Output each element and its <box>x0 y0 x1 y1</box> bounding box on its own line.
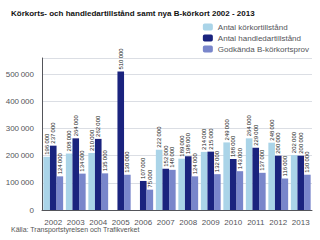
svg-text:100 000: 100 000 <box>6 178 35 187</box>
svg-text:124 000: 124 000 <box>57 152 63 174</box>
svg-text:2012: 2012 <box>269 218 287 227</box>
svg-text:200 000: 200 000 <box>6 151 35 160</box>
svg-text:Körkorts- och handledartillstå: Körkorts- och handledartillstånd samt ny… <box>11 9 255 18</box>
svg-text:Antal körkortillstånd: Antal körkortillstånd <box>218 23 288 32</box>
svg-text:262 000: 262 000 <box>95 115 101 137</box>
svg-text:152 000: 152 000 <box>163 145 169 167</box>
svg-text:134 000: 134 000 <box>79 150 85 172</box>
svg-text:500 000: 500 000 <box>6 70 35 79</box>
svg-text:Antal handledartillstånd: Antal handledartillstånd <box>218 34 301 43</box>
html-text:2002 2003: 2002 2003 <box>44 217 85 227</box>
svg-text:248 000: 248 000 <box>269 119 275 141</box>
svg-text:2007: 2007 <box>157 218 175 227</box>
svg-text:237 000: 237 000 <box>50 122 56 144</box>
html-text:2004 2005: 2004 2005 <box>89 217 130 227</box>
svg-text:124 000: 124 000 <box>192 152 198 174</box>
svg-text:137 000: 137 000 <box>259 149 265 171</box>
svg-text:135 000: 135 000 <box>102 149 108 171</box>
svg-text:215 000: 215 000 <box>208 128 214 150</box>
svg-text:130 000: 130 000 <box>124 151 130 173</box>
svg-text:116 000: 116 000 <box>282 155 288 176</box>
svg-text:200 000: 200 000 <box>275 132 281 154</box>
svg-text:196 000: 196 000 <box>44 133 50 155</box>
svg-text:300 000: 300 000 <box>6 124 35 133</box>
svg-text:229 000: 229 000 <box>253 124 259 146</box>
svg-text:Källa: Transportstyrelsen och: Källa: Transportstyrelsen och Trafikverk… <box>11 226 139 234</box>
svg-text:2009: 2009 <box>202 218 220 227</box>
svg-text:210 000: 210 000 <box>89 129 95 151</box>
svg-text:208 000: 208 000 <box>66 130 72 152</box>
svg-text:75 000: 75 000 <box>147 169 153 188</box>
svg-text:130 000: 130 000 <box>304 151 310 173</box>
svg-text:222 000: 222 000 <box>156 126 162 148</box>
svg-text:2010: 2010 <box>224 218 242 227</box>
svg-text:510 000: 510 000 <box>118 48 124 70</box>
svg-text:132 000: 132 000 <box>214 150 220 172</box>
svg-text:264 000: 264 000 <box>246 114 252 136</box>
svg-text:400 000: 400 000 <box>6 97 35 106</box>
svg-text:2006: 2006 <box>134 217 153 227</box>
svg-text:0: 0 <box>30 206 35 215</box>
svg-text:143 000: 143 000 <box>237 147 243 169</box>
svg-text:264 000: 264 000 <box>73 114 79 136</box>
svg-text:198 000: 198 000 <box>185 132 191 154</box>
svg-text:2013: 2013 <box>292 218 310 227</box>
svg-text:2011: 2011 <box>247 218 265 227</box>
svg-text:214 000: 214 000 <box>201 128 207 150</box>
svg-text:189 000: 189 000 <box>179 135 185 157</box>
svg-text:148 000: 148 000 <box>169 146 175 168</box>
svg-text:188 000: 188 000 <box>230 135 236 157</box>
svg-text:Godkända B-körkortsprov: Godkända B-körkortsprov <box>218 45 309 54</box>
svg-text:202 000: 202 000 <box>291 131 297 153</box>
svg-text:200 000: 200 000 <box>298 132 304 154</box>
svg-text:249 000: 249 000 <box>224 119 230 141</box>
svg-text:2008: 2008 <box>179 218 197 227</box>
svg-text:107 000: 107 000 <box>140 157 146 179</box>
